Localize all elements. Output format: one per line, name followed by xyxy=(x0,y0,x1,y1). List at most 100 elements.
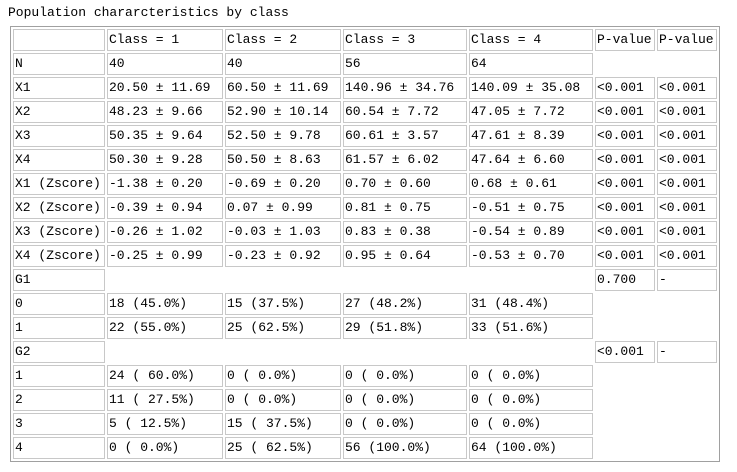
table-cell: 18 (45.0%) xyxy=(107,293,223,315)
table-cell: <0.001 xyxy=(657,245,717,267)
table-cell: Class = 2 xyxy=(225,29,341,51)
empty-cell xyxy=(657,437,717,459)
table-cell: 64 (100.0%) xyxy=(469,437,593,459)
table-row: 1 22 (55.0%) 25 (62.5%) 29 (51.8%) 33 (51.6%… xyxy=(13,317,717,339)
row-label: N xyxy=(13,53,105,75)
table-cell: -0.69 ± 0.20 xyxy=(225,173,341,195)
table-cell: 20.50 ± 11.69 xyxy=(107,77,223,99)
row-label: G1 xyxy=(13,269,105,291)
table-row: X2 48.23 ± 9.66 52.90 ± 10.14 60.54 ± 7.72 4… xyxy=(13,101,717,123)
empty-cell xyxy=(657,413,717,435)
empty-cell xyxy=(595,53,655,75)
table-cell: 140.96 ± 34.76 xyxy=(343,77,467,99)
table-cell: <0.001 xyxy=(657,173,717,195)
table-row: G2 <0.001- xyxy=(13,341,717,363)
empty-cell xyxy=(225,341,341,363)
row-label: 1 xyxy=(13,317,105,339)
table-row: X1 (Zscore) -1.38 ± 0.20 -0.69 ± 0.20 0.70 … xyxy=(13,173,717,195)
empty-cell xyxy=(657,365,717,387)
empty-cell xyxy=(225,269,341,291)
table-cell: 24 ( 60.0%) xyxy=(107,365,223,387)
table-cell: -0.54 ± 0.89 xyxy=(469,221,593,243)
row-label: X1 (Zscore) xyxy=(13,173,105,195)
table-cell: 47.05 ± 7.72 xyxy=(469,101,593,123)
table-cell: 56 xyxy=(343,53,467,75)
table-row: 1 24 ( 60.0%) 0 ( 0.0%) 0 ( 0.0%) 0 ( 0.0%) xyxy=(13,365,717,387)
table-row: 2 11 ( 27.5%) 0 ( 0.0%) 0 ( 0.0%) 0 ( 0.0%) xyxy=(13,389,717,411)
header-row: Class = 1 Class = 2 Class = 3 Class = 4 P-va… xyxy=(13,29,717,51)
table-cell: Class = 3 xyxy=(343,29,467,51)
table-cell: 25 (62.5%) xyxy=(225,317,341,339)
table-cell: -0.39 ± 0.94 xyxy=(107,197,223,219)
row-label: X4 (Zscore) xyxy=(13,245,105,267)
table-cell: 60.50 ± 11.69 xyxy=(225,77,341,99)
data-table: Class = 1 Class = 2 Class = 3 Class = 4 P-va… xyxy=(10,26,720,462)
table-cell: 47.61 ± 8.39 xyxy=(469,125,593,147)
empty-cell xyxy=(343,269,467,291)
row-label: 0 xyxy=(13,293,105,315)
table-cell: 50.30 ± 9.28 xyxy=(107,149,223,171)
table-row: N 40 40 56 64 xyxy=(13,53,717,75)
table-title: Population chararcteristics by class xyxy=(8,5,289,20)
table-cell: P-value xyxy=(595,29,655,51)
table-cell: 5 ( 12.5%) xyxy=(107,413,223,435)
table-cell: <0.001 xyxy=(595,77,655,99)
empty-cell xyxy=(595,413,655,435)
table-cell: 0 ( 0.0%) xyxy=(469,389,593,411)
table-cell: 40 xyxy=(225,53,341,75)
row-label: X3 xyxy=(13,125,105,147)
table-row: X4 50.30 ± 9.28 50.50 ± 8.63 61.57 ± 6.02 47… xyxy=(13,149,717,171)
empty-cell xyxy=(595,365,655,387)
table-cell: 0 ( 0.0%) xyxy=(343,389,467,411)
table-cell: <0.001 xyxy=(595,101,655,123)
row-label: X2 (Zscore) xyxy=(13,197,105,219)
table-cell: 52.50 ± 9.78 xyxy=(225,125,341,147)
empty-cell xyxy=(107,341,223,363)
table-cell: <0.001 xyxy=(657,101,717,123)
table-cell: <0.001 xyxy=(595,245,655,267)
row-label: G2 xyxy=(13,341,105,363)
table-cell: <0.001 xyxy=(595,221,655,243)
table-cell: -0.26 ± 1.02 xyxy=(107,221,223,243)
row-label: X2 xyxy=(13,101,105,123)
row-label: X1 xyxy=(13,77,105,99)
table-cell: <0.001 xyxy=(595,341,655,363)
table-row: G1 0.700- xyxy=(13,269,717,291)
table-row: X4 (Zscore) -0.25 ± 0.99 -0.23 ± 0.92 0.95 … xyxy=(13,245,717,267)
table-cell: 61.57 ± 6.02 xyxy=(343,149,467,171)
empty-cell xyxy=(657,389,717,411)
table-cell: - xyxy=(657,341,717,363)
table-cell: <0.001 xyxy=(657,77,717,99)
empty-cell xyxy=(657,53,717,75)
empty-cell xyxy=(657,317,717,339)
empty-cell xyxy=(107,269,223,291)
table-cell: -0.51 ± 0.75 xyxy=(469,197,593,219)
table-cell: 64 xyxy=(469,53,593,75)
table-cell: 56 (100.0%) xyxy=(343,437,467,459)
table-row: 0 18 (45.0%) 15 (37.5%) 27 (48.2%) 31 (48.4%… xyxy=(13,293,717,315)
table-cell: P-value xyxy=(657,29,717,51)
table-cell: Class = 4 xyxy=(469,29,593,51)
table-row: X3 (Zscore) -0.26 ± 1.02 -0.03 ± 1.03 0.83 … xyxy=(13,221,717,243)
row-label: X3 (Zscore) xyxy=(13,221,105,243)
table-cell: -1.38 ± 0.20 xyxy=(107,173,223,195)
table-row: X1 20.50 ± 11.69 60.50 ± 11.69 140.96 ± 34.… xyxy=(13,77,717,99)
table-cell: 0 ( 0.0%) xyxy=(343,365,467,387)
table-cell: 47.64 ± 6.60 xyxy=(469,149,593,171)
table-cell: 60.54 ± 7.72 xyxy=(343,101,467,123)
table-cell: 0 ( 0.0%) xyxy=(107,437,223,459)
row-label: 4 xyxy=(13,437,105,459)
empty-cell xyxy=(595,389,655,411)
table-cell: <0.001 xyxy=(657,125,717,147)
table-cell: 60.61 ± 3.57 xyxy=(343,125,467,147)
table-cell: 31 (48.4%) xyxy=(469,293,593,315)
table-cell: 0 ( 0.0%) xyxy=(469,413,593,435)
empty-cell xyxy=(595,437,655,459)
table-cell: <0.001 xyxy=(595,149,655,171)
table-cell: -0.25 ± 0.99 xyxy=(107,245,223,267)
table-cell: 22 (55.0%) xyxy=(107,317,223,339)
empty-cell xyxy=(13,29,105,51)
table-cell: 15 (37.5%) xyxy=(225,293,341,315)
